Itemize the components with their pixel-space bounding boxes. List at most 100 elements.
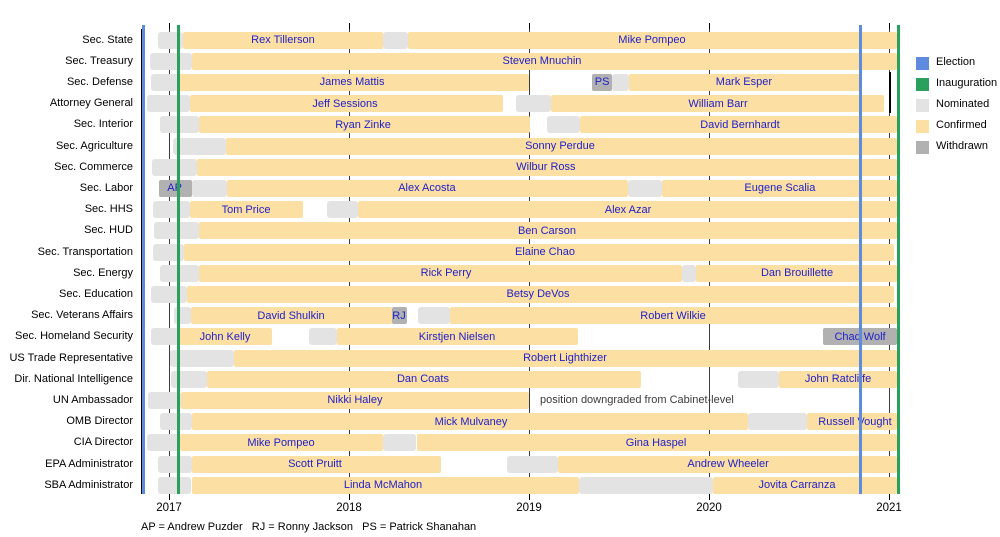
legend-swatch bbox=[916, 120, 929, 133]
timeline-segment-confirmed bbox=[557, 455, 897, 473]
timeline-segment-confirmed bbox=[192, 455, 441, 473]
officeholder-name: Robert Lighthizer bbox=[523, 352, 607, 364]
row-label: Sec. HUD bbox=[84, 224, 133, 237]
officeholder-name: David Bernhardt bbox=[700, 118, 780, 131]
row-label: Attorney General bbox=[49, 97, 133, 110]
timeline-segment-confirmed bbox=[712, 476, 897, 494]
row-label: UN Ambassador bbox=[52, 393, 133, 406]
officeholder-name: Dan Brouillette bbox=[760, 267, 834, 280]
officeholder-name: RJ bbox=[392, 309, 406, 322]
row-label: Sec. Transportation bbox=[37, 245, 133, 258]
officeholder-name: James Mattis bbox=[319, 76, 385, 89]
officeholder-name: William Barr bbox=[688, 97, 748, 110]
officeholder-name: Alex Azar bbox=[604, 203, 652, 216]
row-label: Sec. Education bbox=[59, 287, 133, 300]
row-label: Sec. HHS bbox=[84, 203, 133, 216]
timeline-segment-confirmed bbox=[178, 73, 529, 91]
row-label: EPA Administrator bbox=[45, 457, 133, 470]
officeholder-name: Linda McMahon bbox=[343, 479, 423, 492]
timeline-segment-nominated bbox=[383, 31, 409, 49]
timeline-segment-nominated bbox=[154, 222, 199, 240]
timeline-segment-nominated bbox=[147, 434, 180, 452]
officeholder-name: Nikki Haley bbox=[327, 394, 383, 407]
timeline-segment-confirmed bbox=[190, 95, 503, 113]
timeline-segment-confirmed bbox=[449, 307, 897, 325]
timeline-segment-nominated bbox=[682, 264, 697, 282]
timeline-segment-withdrawn bbox=[592, 73, 613, 91]
timeline-segment-confirmed bbox=[408, 31, 897, 49]
row-label: Sec. Veterans Affairs bbox=[31, 309, 133, 322]
election-line bbox=[859, 25, 863, 494]
row-label: US Trade Representative bbox=[9, 351, 133, 364]
officeholder-name: Dan Coats bbox=[396, 373, 449, 386]
officeholder-name: Mick Mulvaney bbox=[434, 415, 508, 428]
timeline-segment-confirmed bbox=[190, 201, 304, 219]
timeline-segment-confirmed bbox=[192, 52, 897, 70]
timeline-segment-nominated bbox=[579, 476, 713, 494]
timeline-segment-confirmed bbox=[184, 243, 895, 261]
timeline-segment-confirmed bbox=[187, 285, 895, 303]
timeline-segment-confirmed bbox=[337, 328, 579, 346]
timeline-segment-confirmed bbox=[629, 73, 862, 91]
timeline-segment-nominated bbox=[148, 391, 181, 409]
timeline-segment-confirmed bbox=[179, 434, 384, 452]
row-label: Sec. Interior bbox=[73, 118, 133, 131]
row-label: Sec. Treasury bbox=[65, 54, 133, 67]
row-label: CIA Director bbox=[73, 436, 133, 449]
x-axis-tick-bottom bbox=[529, 494, 530, 500]
timeline-segment-confirmed bbox=[198, 222, 897, 240]
x-axis-tick-top bbox=[889, 23, 890, 29]
event-mark-line bbox=[888, 71, 891, 114]
officeholder-name: Mike Pompeo bbox=[618, 34, 686, 46]
x-axis-tick-top bbox=[529, 23, 530, 29]
timeline-segment-confirmed bbox=[190, 307, 392, 325]
timeline-segment-nominated bbox=[152, 201, 191, 219]
officeholder-name: John Ratcliffe bbox=[804, 373, 872, 386]
legend-item: Withdrawn bbox=[916, 137, 1000, 158]
year-gridline bbox=[348, 29, 350, 494]
year-gridline bbox=[168, 29, 170, 494]
legend-label: Nominated bbox=[936, 98, 990, 110]
x-axis-tick-top bbox=[169, 23, 170, 29]
timeline-segment-nominated bbox=[147, 95, 191, 113]
row-label: Sec. Labor bbox=[79, 181, 133, 194]
year-gridline bbox=[888, 29, 890, 494]
legend-item: Confirmed bbox=[916, 116, 1000, 137]
officeholder-name: Sonny Perdue bbox=[525, 140, 595, 152]
timeline-segment-confirmed bbox=[233, 349, 897, 367]
timeline-segment-confirmed bbox=[197, 158, 897, 176]
timeline-segment-nominated bbox=[151, 73, 179, 91]
legend-label: Election bbox=[936, 56, 976, 68]
timeline-segment-confirmed bbox=[199, 264, 682, 282]
legend-item: Nominated bbox=[916, 95, 1000, 116]
annotation-note: position downgraded from Cabinet-level bbox=[539, 394, 734, 407]
x-axis-tick-top bbox=[709, 23, 710, 29]
officeholder-name: Alex Acosta bbox=[398, 182, 456, 195]
row-label: Sec. Commerce bbox=[54, 160, 133, 173]
timeline-segment-nominated bbox=[326, 201, 358, 219]
officeholder-name: Wilbur Ross bbox=[516, 161, 576, 174]
officeholder-name: PS bbox=[594, 76, 610, 89]
x-tick-label: 2020 bbox=[696, 502, 722, 514]
timeline-segment-nominated bbox=[192, 179, 227, 197]
row-label: OMB Director bbox=[66, 415, 133, 428]
timeline-segment-nominated bbox=[160, 413, 193, 431]
legend-item: Inauguration bbox=[916, 74, 1000, 95]
timeline-segment-nominated bbox=[151, 328, 179, 346]
officeholder-name: Tom Price bbox=[221, 203, 271, 216]
officeholder-name: Betsy DeVos bbox=[506, 288, 570, 301]
officeholder-name: Robert Wilkie bbox=[640, 309, 706, 322]
x-axis-tick-bottom bbox=[169, 494, 170, 500]
timeline-segment-confirmed bbox=[206, 370, 641, 388]
x-axis-tick-top bbox=[349, 23, 350, 29]
timeline-segment-confirmed bbox=[696, 264, 897, 282]
year-gridline bbox=[528, 29, 530, 494]
timeline-segment-nominated bbox=[152, 158, 198, 176]
officeholder-name: Rex Tillerson bbox=[251, 34, 315, 46]
officeholder-name: Kirstjen Nielsen bbox=[418, 330, 496, 343]
footnote: AP = Andrew Puzder RJ = Ronny Jackson PS… bbox=[141, 521, 477, 533]
row-label: Dir. National Intelligence bbox=[14, 372, 133, 385]
row-label: Sec. Agriculture bbox=[55, 139, 133, 152]
timeline-segment-nominated bbox=[170, 349, 234, 367]
